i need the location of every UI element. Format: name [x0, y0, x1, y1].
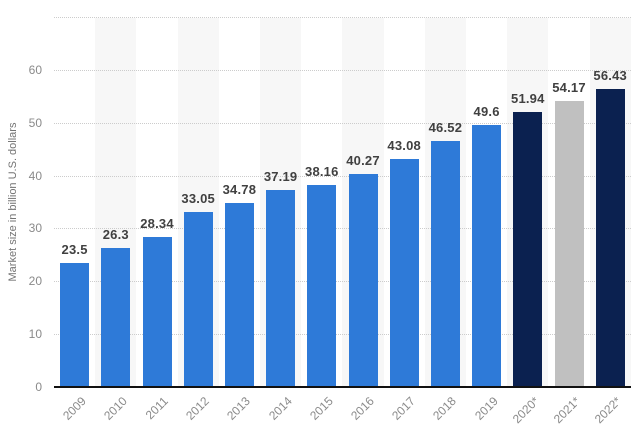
bar-2016[interactable] [348, 174, 378, 387]
value-label: 51.94 [511, 91, 545, 107]
bar-2020[interactable] [513, 112, 543, 387]
y-tick-label: 40 [28, 168, 42, 183]
bar-2022[interactable] [595, 88, 625, 387]
y-tick-label: 30 [28, 221, 42, 236]
bar-2010[interactable] [101, 247, 131, 387]
gridline [54, 281, 631, 283]
y-tick-label: 20 [28, 274, 42, 289]
value-label: 38.16 [305, 164, 339, 180]
value-label: 46.52 [428, 120, 463, 136]
value-label: 43.08 [387, 138, 421, 154]
y-axis-title: Market size in billion U.S. dollars [7, 122, 19, 282]
value-label: 37.19 [263, 169, 298, 185]
y-tick-label: 10 [28, 327, 42, 342]
value-label: 23.5 [61, 241, 88, 257]
y-tick-label: 0 [35, 380, 42, 394]
y-tick-label: 60 [28, 62, 42, 77]
gridline [54, 334, 631, 336]
gridline [54, 228, 631, 230]
value-label: 28.34 [140, 216, 174, 232]
value-label: 49.6 [473, 103, 500, 119]
gridline [54, 17, 631, 18]
gridline [54, 175, 631, 177]
value-label: 56.43 [593, 67, 627, 83]
y-tick-label: 50 [28, 115, 42, 130]
bar-2013[interactable] [224, 203, 254, 387]
bar-2019[interactable] [472, 124, 502, 387]
bar-2012[interactable] [183, 212, 213, 387]
gridline [54, 122, 631, 124]
value-label: 26.3 [102, 226, 129, 242]
bar-2021[interactable] [554, 100, 584, 387]
bar-2018[interactable] [430, 141, 460, 387]
bar-2015[interactable] [307, 185, 337, 387]
bar-2014[interactable] [266, 190, 296, 387]
value-label: 34.78 [222, 182, 257, 198]
bar-2009[interactable] [60, 262, 90, 387]
value-label: 40.27 [346, 153, 380, 169]
x-tick-label: 2022* [592, 394, 625, 427]
gridline [54, 69, 631, 71]
bar-2011[interactable] [142, 237, 172, 387]
value-label: 54.17 [552, 79, 586, 95]
bar-2017[interactable] [389, 159, 419, 387]
x-axis-line [54, 386, 631, 388]
value-label: 33.05 [181, 191, 215, 207]
